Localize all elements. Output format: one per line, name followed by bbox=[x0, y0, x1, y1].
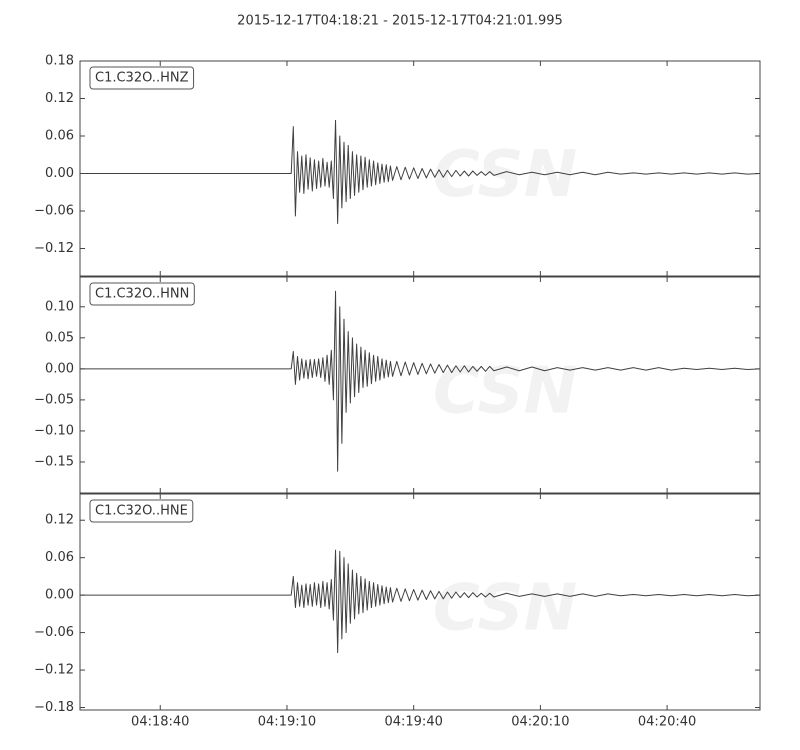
y-tick-label: 0.12 bbox=[45, 513, 74, 528]
trace-label: C1.C32O..HNE bbox=[95, 504, 188, 519]
y-tick-label: −0.12 bbox=[34, 663, 74, 678]
y-tick-label: 0.06 bbox=[45, 550, 74, 565]
y-tick-label: −0.06 bbox=[34, 204, 74, 219]
y-tick-label: −0.18 bbox=[34, 700, 74, 715]
chart-title: 2015-12-17T04:18:21 - 2015-12-17T04:21:0… bbox=[237, 14, 563, 29]
y-tick-label: 0.12 bbox=[45, 91, 74, 106]
trace-label-box bbox=[89, 66, 195, 90]
trace-label-box bbox=[89, 282, 195, 306]
x-tick-label: 04:18:40 bbox=[131, 715, 189, 730]
panel-frame bbox=[79, 60, 761, 277]
x-tick-label: 04:19:10 bbox=[258, 715, 316, 730]
y-tick-label: 0.00 bbox=[45, 361, 74, 376]
x-tick-label: 04:19:40 bbox=[384, 715, 442, 730]
x-tick-label: 04:20:40 bbox=[638, 715, 696, 730]
trace-label: C1.C32O..HNN bbox=[95, 287, 189, 302]
y-tick-label: −0.15 bbox=[34, 454, 74, 469]
watermark: CSN bbox=[433, 138, 577, 212]
x-tick-label: 04:20:10 bbox=[511, 715, 569, 730]
y-tick-label: 0.05 bbox=[45, 330, 74, 345]
waveform bbox=[80, 119, 761, 224]
y-tick-label: 0.00 bbox=[45, 588, 74, 603]
y-tick-label: 0.00 bbox=[45, 166, 74, 181]
panel-frame bbox=[79, 493, 761, 711]
watermark: CSN bbox=[433, 355, 577, 429]
panel-frame bbox=[79, 276, 761, 494]
y-tick-label: 0.10 bbox=[45, 299, 74, 314]
y-tick-label: 0.18 bbox=[45, 54, 74, 69]
waveform bbox=[80, 290, 761, 472]
y-tick-label: −0.06 bbox=[34, 625, 74, 640]
trace-label-box bbox=[89, 499, 194, 523]
y-tick-label: 0.06 bbox=[45, 129, 74, 144]
trace-label: C1.C32O..HNZ bbox=[95, 71, 189, 86]
y-tick-label: −0.10 bbox=[34, 423, 74, 438]
waveform bbox=[80, 549, 761, 654]
y-tick-label: −0.05 bbox=[34, 392, 74, 407]
watermark: CSN bbox=[433, 572, 577, 646]
y-tick-label: −0.12 bbox=[34, 241, 74, 256]
